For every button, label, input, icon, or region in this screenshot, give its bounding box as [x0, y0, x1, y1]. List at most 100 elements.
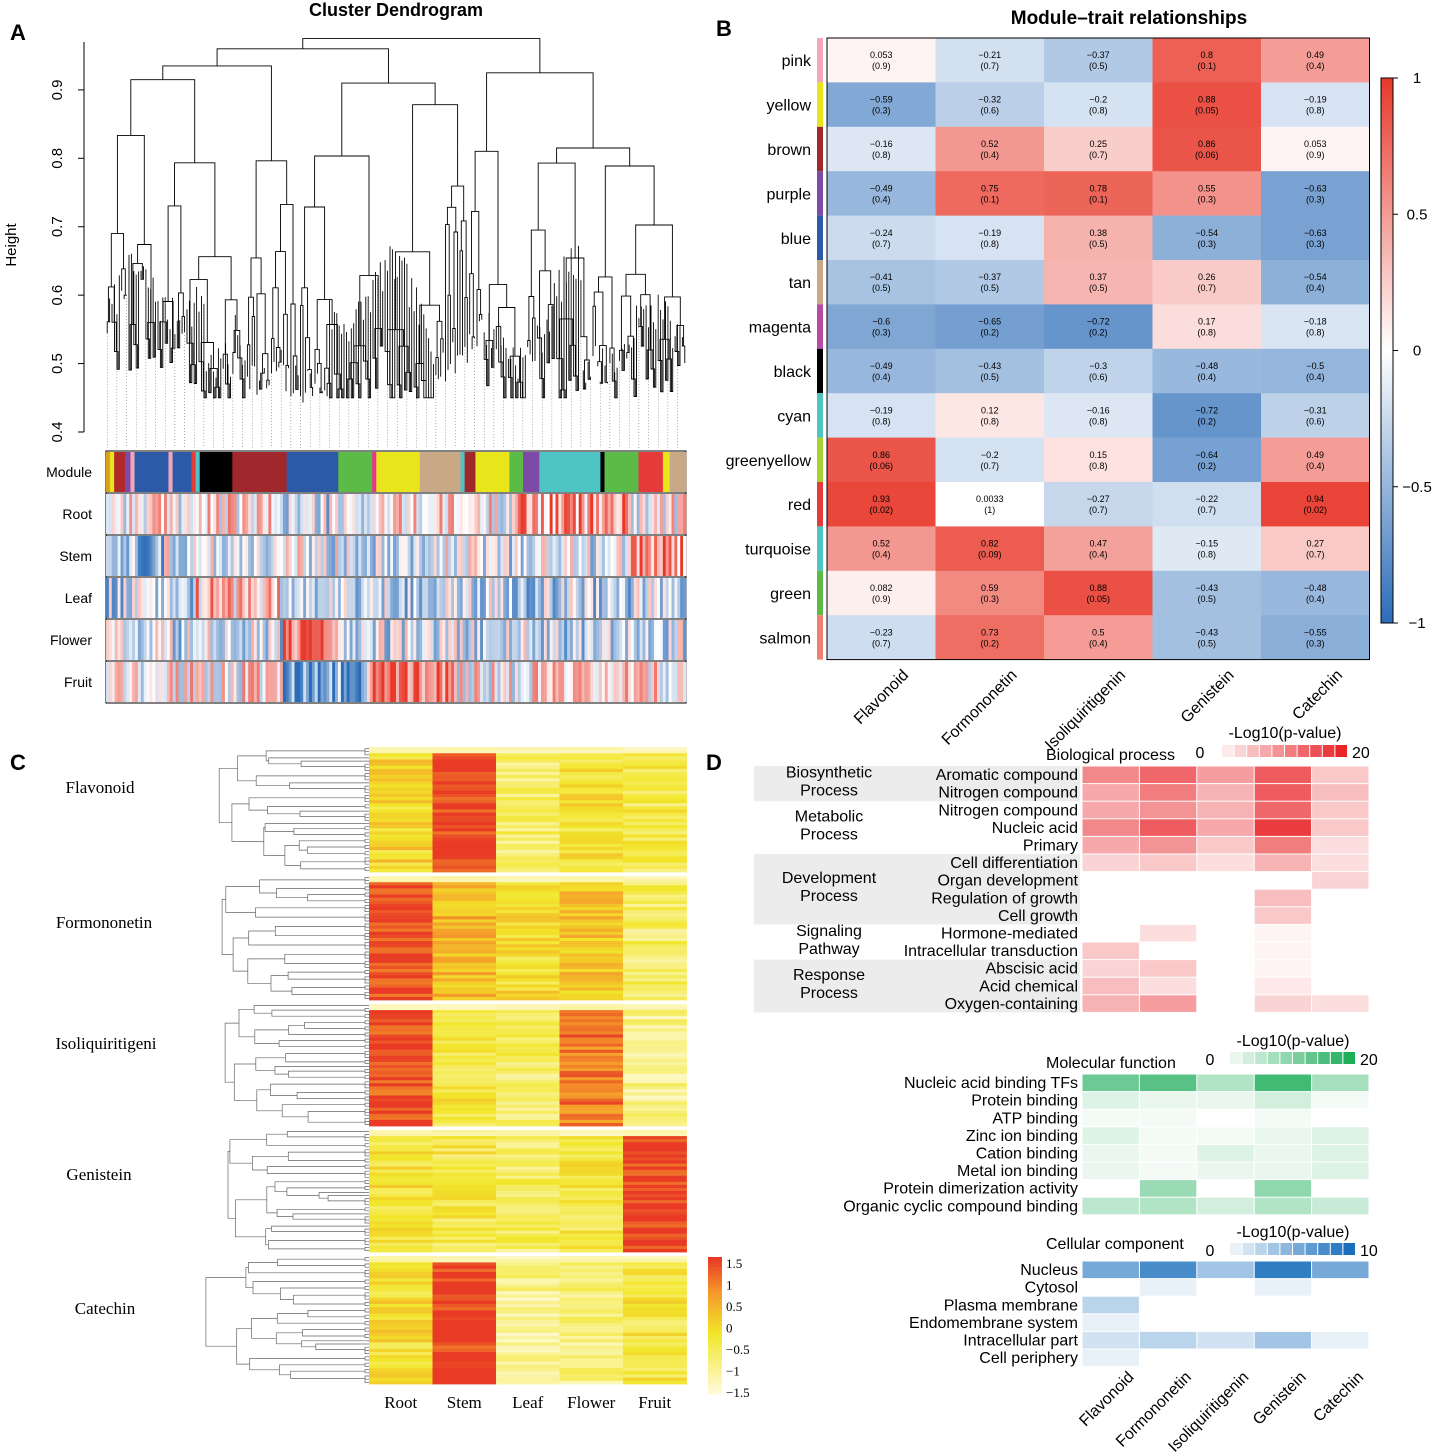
trait-color-cell [311, 662, 316, 702]
trait-color-cell [520, 578, 524, 618]
go-legend-step [1230, 1243, 1242, 1255]
go-enrichment-cell [1312, 836, 1369, 854]
trait-color-cell [587, 578, 591, 618]
trait-color-cell [306, 536, 310, 576]
trait-color-cell [317, 662, 321, 702]
expression-cell [432, 969, 497, 973]
expression-cell [559, 1139, 624, 1143]
expression-cell [432, 775, 497, 779]
trait-color-cell [149, 578, 153, 618]
expression-cell [496, 1034, 560, 1038]
go-enrichment-cell [1082, 1331, 1139, 1349]
expression-legend-step [708, 1322, 722, 1326]
expression-cell [432, 859, 497, 864]
trait-color-cell [137, 578, 142, 618]
expression-cell [432, 778, 497, 782]
expression-cell [369, 1307, 433, 1311]
expression-cell [559, 806, 624, 810]
trait-color-cell [451, 662, 455, 702]
trait-column-label: Genistein [1178, 667, 1238, 727]
expression-cell [432, 1209, 497, 1213]
trait-color-cell [607, 536, 611, 576]
trait-color-cell [509, 536, 513, 576]
trait-color-cell [369, 578, 374, 618]
trait-color-cell [593, 536, 597, 576]
trait-color-cell [114, 662, 118, 702]
trait-color-cell [665, 494, 669, 534]
correlation-pvalue: (0.06) [1195, 150, 1219, 160]
trait-color-cell [477, 536, 481, 576]
expression-cell [559, 1160, 624, 1164]
trait-color-cell [636, 620, 640, 660]
trait-color-cell [584, 578, 588, 618]
expression-cell [559, 1086, 624, 1090]
trait-color-cell [323, 578, 327, 618]
expression-cell [623, 856, 687, 860]
expression-cell [559, 925, 624, 930]
trait-color-cell [135, 578, 139, 618]
expression-cell [432, 1013, 497, 1017]
trait-color-cell [195, 578, 200, 618]
trait-color-cell [129, 620, 133, 660]
go-enrichment-cell [1082, 960, 1139, 977]
expression-cell [559, 1043, 624, 1048]
trait-color-cell [677, 620, 681, 660]
correlation-value: 0.86 [1198, 139, 1216, 149]
expression-cell [559, 993, 624, 998]
trait-color-cell [451, 620, 455, 660]
go-enrichment-cell [1139, 1109, 1197, 1127]
expression-cell [496, 862, 560, 867]
expression-cell [432, 1300, 497, 1305]
trait-color-cell [668, 578, 672, 618]
trait-color-cell [459, 620, 463, 660]
go-term-label: Protein dimerization activity [883, 1181, 1078, 1198]
expression-cell [623, 1339, 687, 1343]
trait-color-cell [323, 620, 327, 660]
expression-cell [559, 1022, 624, 1026]
trait-color-cell [430, 662, 434, 702]
go-term-label: Regulation of growth [931, 890, 1078, 907]
trait-color-cell [601, 620, 606, 660]
trait-color-cell [645, 662, 649, 702]
trait-color-cell [671, 662, 675, 702]
trait-color-cell [654, 536, 658, 576]
expression-cell [369, 1116, 433, 1121]
trait-color-cell [639, 662, 643, 702]
expression-cell [623, 965, 687, 970]
trait-color-cell [210, 536, 214, 576]
go-enrichment-cell [1197, 1162, 1254, 1180]
trait-color-cell [619, 578, 623, 618]
trait-color-cell [335, 578, 339, 618]
expression-cell [369, 1107, 433, 1112]
trait-color-cell [448, 536, 452, 576]
trait-color-cell [512, 494, 516, 534]
trait-color-cell [628, 620, 632, 660]
correlation-cell [1044, 260, 1153, 305]
trait-color-cell [520, 662, 524, 702]
go-enrichment-cell [1139, 836, 1197, 854]
correlation-pvalue: (0.4) [980, 150, 999, 160]
expression-cell [496, 840, 560, 845]
trait-color-cell [535, 536, 539, 576]
module-swatch [817, 304, 823, 349]
trait-color-cell [309, 578, 313, 618]
correlation-pvalue: (0.7) [872, 239, 891, 249]
trait-color-cell [497, 662, 501, 702]
trait-color-cell [369, 494, 374, 534]
trait-color-cell [137, 662, 142, 702]
expression-cell [432, 1077, 497, 1081]
trait-color-cell [535, 578, 539, 618]
expression-cell [496, 1215, 560, 1219]
expression-cell [623, 950, 687, 954]
go-enrichment-cell [1082, 801, 1139, 819]
expression-cell [559, 1374, 624, 1378]
trait-color-cell [219, 494, 223, 534]
go-section-title: Biological process [1046, 747, 1175, 764]
expression-cell [623, 919, 687, 923]
expression-cell [623, 1294, 687, 1298]
expression-cell [432, 1028, 497, 1032]
trait-color-cell [288, 536, 292, 576]
trait-color-cell [198, 578, 202, 618]
trait-color-cell [198, 536, 202, 576]
expression-cell [369, 1160, 433, 1164]
